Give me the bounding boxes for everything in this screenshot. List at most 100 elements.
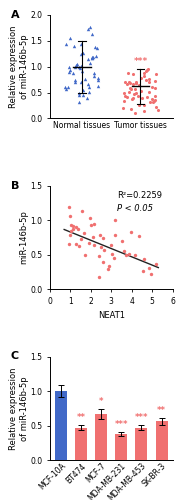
Point (129, 228, 132, 236)
Text: C: C (11, 352, 19, 362)
Point (112, 254, 115, 262)
Y-axis label: miR-146b-5p: miR-146b-5p (20, 210, 29, 264)
Point (81, 92, 84, 100)
Point (83, 230, 86, 237)
Point (90, 222, 92, 230)
Point (75, 223, 77, 231)
Point (133, 109, 136, 117)
Point (142, 72, 145, 80)
Point (68, 62, 71, 70)
Point (123, 248, 125, 256)
Point (94, 52, 97, 60)
Point (79, 64, 82, 72)
Point (135, 79, 138, 87)
Point (103, 246, 106, 254)
Text: *: * (99, 397, 103, 406)
Point (137, 81, 140, 89)
Point (67, 240, 70, 248)
Point (144, 76, 147, 84)
Point (80, 66, 83, 74)
Point (128, 88, 131, 96)
Point (137, 232, 140, 240)
Point (130, 104, 133, 112)
Point (148, 76, 151, 84)
Point (154, 96, 157, 104)
Point (113, 231, 116, 239)
Point (133, 251, 136, 259)
Point (74, 76, 77, 84)
Point (74, 78, 77, 86)
Text: R²=0.2259: R²=0.2259 (117, 191, 162, 200)
Point (134, 84, 137, 92)
Point (63, 83, 66, 91)
Point (135, 78, 138, 86)
Point (122, 97, 125, 105)
Point (72, 222, 75, 230)
Text: ***: *** (135, 413, 148, 422)
Point (145, 93, 148, 101)
Point (101, 258, 104, 266)
Point (141, 267, 144, 275)
Point (78, 89, 80, 97)
Bar (95, 414, 107, 460)
Point (98, 232, 101, 239)
Text: P < 0.05: P < 0.05 (117, 204, 153, 214)
Point (77, 225, 80, 233)
Point (125, 251, 128, 259)
Point (65, 84, 68, 92)
Point (98, 274, 100, 281)
Point (66, 84, 69, 92)
Point (68, 68, 70, 76)
Point (123, 88, 125, 96)
Point (90, 54, 93, 62)
Point (134, 90, 137, 98)
Point (80, 40, 83, 48)
Point (68, 204, 70, 212)
Point (129, 79, 132, 87)
Point (110, 241, 113, 249)
Point (88, 88, 91, 96)
Point (155, 260, 158, 268)
Point (135, 80, 137, 88)
Point (130, 84, 133, 92)
Point (73, 42, 76, 50)
Point (147, 264, 150, 272)
Point (75, 60, 78, 68)
Point (97, 252, 100, 260)
Text: ***: *** (115, 420, 128, 429)
Point (78, 63, 80, 71)
Point (87, 84, 90, 92)
Point (68, 34, 71, 42)
Point (139, 74, 142, 82)
Point (151, 82, 153, 90)
Point (90, 52, 93, 60)
Point (138, 102, 140, 110)
Point (147, 88, 150, 96)
Point (108, 262, 110, 270)
Point (91, 30, 94, 38)
Point (131, 94, 134, 102)
Point (132, 70, 134, 78)
Point (107, 265, 109, 273)
Point (72, 225, 75, 233)
Point (154, 77, 157, 85)
Point (89, 58, 92, 66)
Point (140, 87, 143, 95)
Y-axis label: Relative expression
of miR-146b-5p: Relative expression of miR-146b-5p (9, 26, 29, 108)
Point (85, 94, 88, 102)
Point (152, 98, 155, 106)
Point (69, 66, 72, 74)
Point (86, 26, 89, 34)
Text: **: ** (77, 413, 86, 422)
Point (92, 220, 95, 228)
Bar (55, 391, 67, 460)
Point (80, 235, 83, 243)
Point (101, 234, 104, 241)
Point (145, 66, 148, 74)
Point (79, 50, 82, 58)
Bar (156, 422, 168, 460)
Point (131, 80, 134, 88)
Point (131, 95, 134, 103)
Point (143, 255, 146, 263)
Point (155, 103, 157, 111)
